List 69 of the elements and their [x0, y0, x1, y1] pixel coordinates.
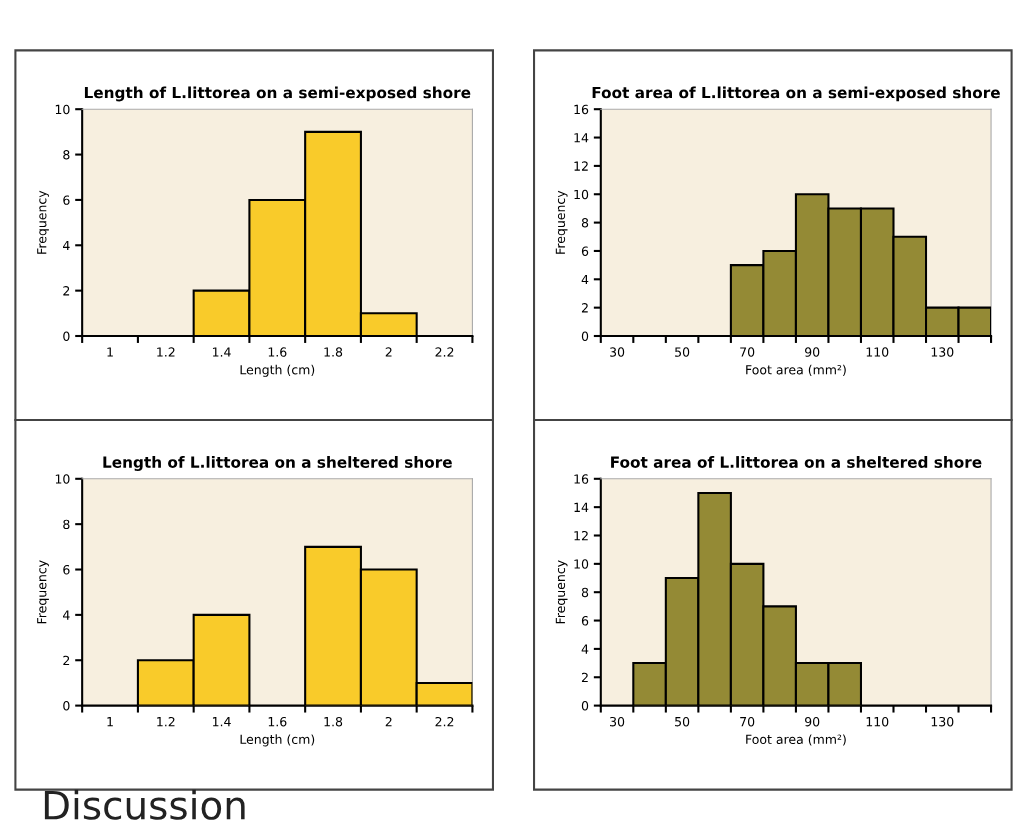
- x-tick-label: 30: [610, 716, 625, 727]
- y-tick-label: 16: [574, 104, 589, 115]
- y-tick-label: 16: [574, 474, 589, 484]
- y-tick-label: 10: [574, 189, 589, 200]
- chart-title: Foot area of L.littorea on a semi-exposed shore: [592, 86, 1000, 102]
- y-tick-label: 2: [63, 655, 70, 665]
- y-tick-label: 12: [574, 161, 588, 171]
- y-tick-label: 4: [63, 240, 70, 251]
- y-tick-label: 6: [63, 564, 70, 575]
- x-axis-title: Length (cm): [240, 734, 315, 747]
- y-tick-label: 4: [63, 610, 70, 620]
- y-tick-label: 0: [63, 331, 70, 341]
- y-tick-label: 2: [581, 672, 588, 682]
- y-axis-title: Frequency: [555, 190, 568, 254]
- y-tick-label: 8: [63, 519, 70, 530]
- y-axis-title: Frequency: [37, 190, 49, 254]
- y-tick-label: 0: [581, 331, 589, 341]
- x-tick-label: 1.2: [157, 716, 175, 727]
- x-axis-title: Foot area (mm²): [746, 734, 846, 746]
- x-tick-label: 50: [675, 716, 690, 727]
- y-tick-label: 8: [581, 587, 589, 598]
- y-axis-title: Frequency: [555, 560, 568, 624]
- y-tick-label: 6: [63, 195, 70, 205]
- y-tick-label: 6: [581, 616, 589, 626]
- x-tick-label: 1.6: [268, 347, 287, 357]
- x-tick-label: 1: [107, 347, 113, 357]
- y-axis-title: Frequency: [37, 560, 49, 624]
- x-tick-label: 90: [805, 716, 820, 727]
- y-tick-label: 10: [55, 104, 70, 115]
- x-tick-label: 70: [740, 347, 755, 357]
- y-tick-label: 10: [55, 474, 70, 484]
- chart-title: Foot area of L.littorea on a sheltered shore: [611, 456, 982, 468]
- chart-title: Length of L.littorea on a sheltered shore: [103, 456, 452, 471]
- x-tick-label: 1.4: [212, 717, 231, 727]
- x-tick-label: 1: [107, 717, 113, 727]
- y-tick-label: 14: [574, 502, 589, 512]
- x-tick-label: 2: [385, 347, 392, 357]
- text: Discussion: [44, 789, 245, 820]
- x-tick-label: 2.2: [435, 716, 454, 727]
- y-tick-label: 14: [574, 133, 589, 143]
- y-tick-label: 10: [574, 559, 589, 569]
- y-tick-label: 0: [581, 701, 589, 711]
- y-tick-label: 8: [63, 150, 70, 160]
- y-tick-label: 4: [581, 644, 589, 654]
- x-axis-title: Foot area (mm²): [746, 364, 846, 376]
- x-tick-label: 130: [931, 716, 954, 727]
- x-tick-label: 1.8: [324, 716, 343, 727]
- x-tick-label: 130: [931, 347, 954, 357]
- y-tick-label: 2: [581, 303, 588, 313]
- y-tick-label: 8: [581, 218, 589, 228]
- x-tick-label: 90: [805, 347, 820, 357]
- x-tick-label: 30: [610, 347, 625, 357]
- y-tick-label: 6: [581, 246, 589, 256]
- y-tick-label: 12: [574, 530, 588, 541]
- x-tick-label: 1.6: [268, 716, 287, 727]
- y-tick-label: 0: [63, 701, 70, 711]
- x-tick-label: 110: [866, 716, 889, 727]
- x-tick-label: 2: [385, 716, 392, 727]
- y-tick-label: 2: [63, 286, 70, 296]
- x-tick-label: 70: [740, 716, 755, 727]
- x-axis-title: Length (cm): [240, 364, 315, 377]
- x-tick-label: 110: [866, 347, 889, 357]
- x-tick-label: 1.4: [212, 347, 231, 357]
- y-tick-label: 4: [581, 274, 589, 285]
- x-tick-label: 1.8: [324, 347, 343, 357]
- x-tick-label: 1.2: [157, 347, 175, 357]
- x-tick-label: 50: [675, 347, 690, 357]
- x-tick-label: 2.2: [435, 347, 454, 357]
- chart-title: Length of L.littorea on a semi-exposed shore: [84, 86, 471, 102]
